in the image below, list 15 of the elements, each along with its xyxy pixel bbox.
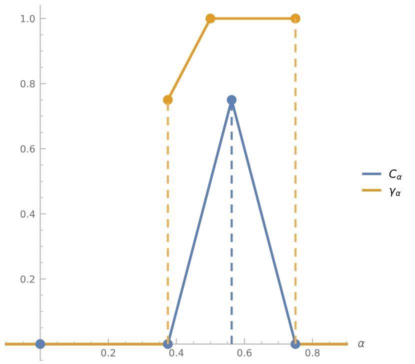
y-tick-label: 0.4: [20, 210, 35, 218]
legend-label: C$_{α}$: [389, 169, 402, 180]
x-tick-label: 0.4: [169, 349, 184, 356]
x-axis-title: α: [358, 340, 365, 348]
y-tick-label: 0.2: [20, 275, 34, 283]
point: [226, 94, 237, 105]
legend-label: γ$_{α}$: [390, 188, 401, 196]
y-tick-label: 1.0: [21, 14, 35, 22]
x-tick-label: 0.8: [305, 349, 320, 356]
point: [162, 94, 173, 105]
x-tick-label: 0.2: [101, 349, 116, 356]
point: [205, 14, 216, 24]
x-tick-label: 0.6: [237, 349, 252, 356]
y-tick-label: 0.8: [20, 80, 35, 88]
y-tick-label: 0.6: [20, 145, 35, 153]
